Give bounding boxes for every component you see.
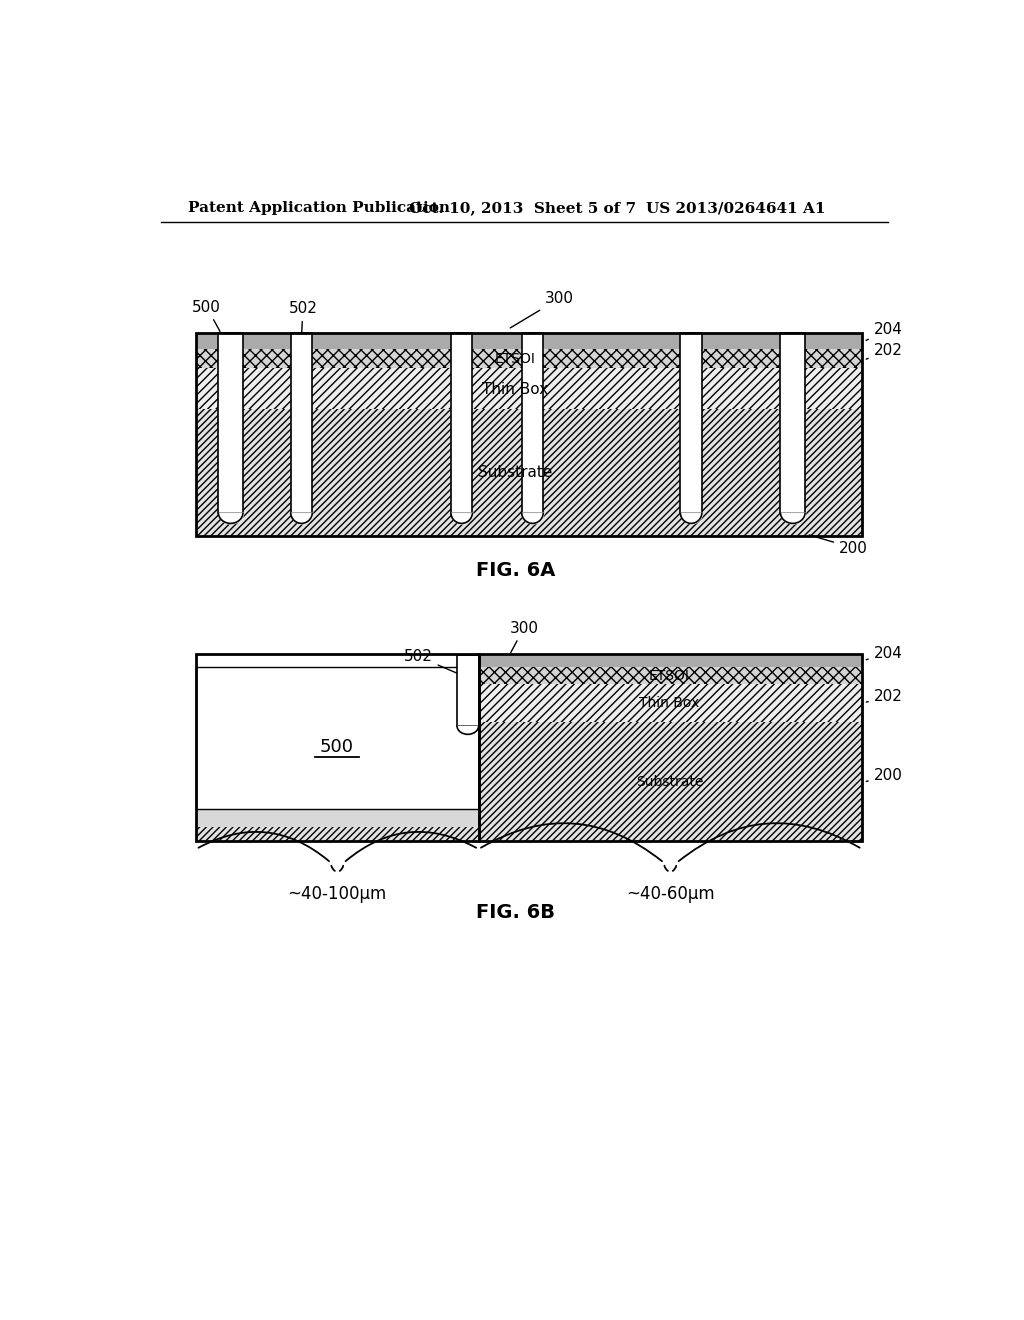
Text: Substrate: Substrate [478, 465, 553, 480]
Bar [196, 348, 862, 368]
Text: Patent Application Publication: Patent Application Publication [188, 202, 451, 215]
Bar [196, 826, 478, 841]
Text: 300: 300 [509, 620, 539, 652]
Bar [196, 333, 862, 536]
Bar [521, 333, 544, 512]
Bar [478, 653, 862, 841]
Text: 204: 204 [866, 645, 902, 661]
Text: ETSOI: ETSOI [496, 352, 536, 367]
Text: 202: 202 [866, 343, 902, 359]
Bar [196, 409, 862, 536]
Bar [196, 368, 862, 409]
Text: 500: 500 [319, 738, 353, 756]
Bar [196, 809, 478, 826]
Text: Thin Box: Thin Box [639, 696, 699, 710]
Bar [478, 667, 862, 684]
Text: Substrate: Substrate [636, 775, 703, 789]
Bar [478, 722, 862, 841]
Text: ~40-60μm: ~40-60μm [626, 884, 715, 903]
Bar [196, 826, 478, 841]
Text: ~40-100μm: ~40-100μm [288, 884, 387, 903]
Bar [196, 348, 862, 368]
Bar [196, 668, 478, 809]
Bar [196, 809, 478, 826]
Text: Thin Box: Thin Box [482, 381, 549, 397]
Text: 204: 204 [866, 322, 902, 341]
Text: 200: 200 [866, 768, 902, 784]
Bar [478, 684, 862, 722]
Text: 500: 500 [193, 300, 221, 331]
Bar [478, 684, 862, 722]
Bar [780, 333, 805, 512]
Text: Oct. 10, 2013  Sheet 5 of 7: Oct. 10, 2013 Sheet 5 of 7 [410, 202, 637, 215]
Text: 502: 502 [403, 649, 461, 675]
Text: 300: 300 [510, 290, 573, 327]
Bar [478, 722, 862, 841]
Bar [291, 333, 312, 512]
Bar [451, 333, 472, 512]
Bar [478, 653, 862, 667]
Bar [196, 333, 862, 348]
Bar [680, 333, 701, 512]
Text: FIG. 6B: FIG. 6B [476, 903, 555, 923]
Text: US 2013/0264641 A1: US 2013/0264641 A1 [646, 202, 826, 215]
Text: 202: 202 [866, 689, 902, 704]
Bar [457, 655, 478, 726]
Text: 502: 502 [289, 301, 317, 335]
Bar [478, 667, 862, 684]
Bar [196, 409, 862, 536]
Bar [196, 368, 862, 409]
Bar [196, 653, 478, 841]
Text: ETSOI: ETSOI [649, 669, 690, 682]
Bar [218, 333, 243, 512]
Text: FIG. 6A: FIG. 6A [476, 561, 555, 579]
Text: 200: 200 [809, 535, 867, 556]
